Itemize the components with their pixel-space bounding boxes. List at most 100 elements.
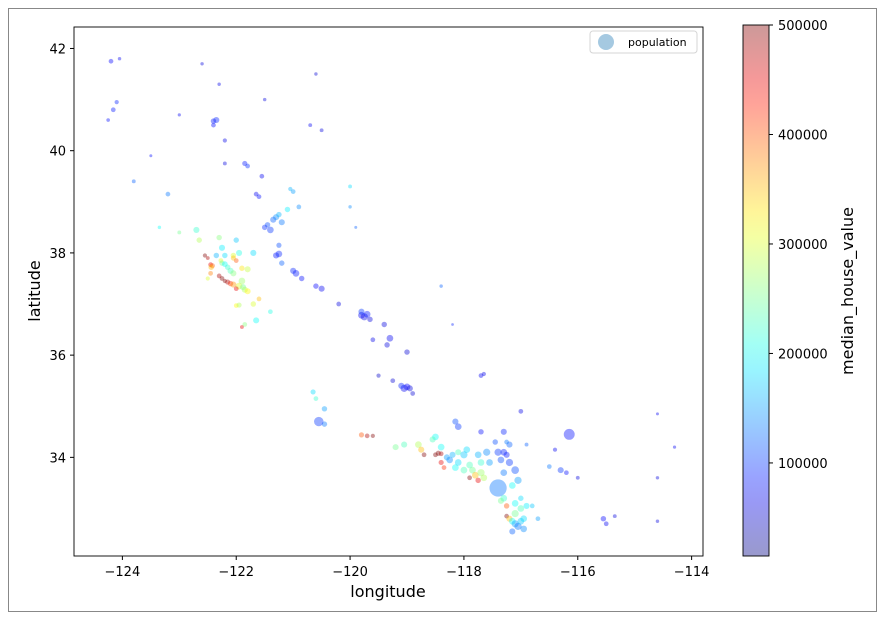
- data-point: [454, 459, 462, 466]
- data-point: [193, 226, 200, 233]
- data-point: [261, 224, 268, 231]
- data-point: [500, 448, 508, 456]
- data-point: [503, 503, 510, 509]
- data-point: [236, 249, 243, 256]
- x-tick-label: −116: [560, 565, 596, 580]
- data-point: [370, 433, 375, 439]
- data-point: [230, 255, 236, 261]
- data-point: [284, 206, 291, 213]
- data-point: [321, 406, 328, 412]
- colorbar-tick-label: 100000: [778, 457, 828, 472]
- data-point: [210, 118, 217, 124]
- data-point: [460, 451, 468, 459]
- y-tick-label: 34: [49, 451, 66, 466]
- data-point: [216, 234, 222, 241]
- data-point: [441, 465, 447, 470]
- data-point: [437, 443, 445, 451]
- data-point: [477, 459, 485, 466]
- data-point: [202, 253, 208, 258]
- data-point: [233, 286, 239, 292]
- data-point: [222, 138, 227, 143]
- data-point: [275, 250, 283, 258]
- data-point: [390, 378, 396, 384]
- data-point: [336, 301, 342, 307]
- data-point: [469, 466, 476, 474]
- data-point: [213, 252, 220, 259]
- data-point: [612, 514, 617, 519]
- colorbar-label: median_house_value: [838, 207, 858, 375]
- data-point: [276, 211, 282, 218]
- data-point: [401, 441, 408, 448]
- data-point: [514, 476, 522, 484]
- data-point: [486, 459, 493, 466]
- data-point: [250, 249, 257, 256]
- x-axis: −124 −122 −120 −118 −116 −114: [105, 556, 709, 580]
- data-point: [557, 467, 564, 474]
- data-point: [230, 270, 237, 277]
- data-point: [511, 520, 519, 528]
- data-point: [216, 273, 222, 279]
- data-point: [360, 313, 368, 321]
- data-point: [217, 82, 221, 86]
- data-point: [505, 458, 514, 467]
- data-point: [278, 219, 285, 226]
- x-tick-label: −122: [218, 565, 254, 580]
- data-point: [244, 266, 251, 273]
- data-point: [500, 428, 507, 435]
- figure-frame: [8, 8, 877, 612]
- data-point: [313, 283, 319, 289]
- data-point: [384, 342, 390, 348]
- data-point: [242, 160, 248, 167]
- data-point: [511, 509, 519, 518]
- data-point: [298, 275, 305, 282]
- x-tick-label: −120: [332, 565, 368, 580]
- data-point: [497, 456, 505, 464]
- data-point: [386, 334, 394, 342]
- data-point: [600, 515, 607, 522]
- data-point: [348, 184, 353, 189]
- data-point: [108, 58, 114, 64]
- data-point: [314, 72, 318, 76]
- data-point: [392, 444, 399, 451]
- data-point: [290, 267, 297, 274]
- data-point: [131, 179, 136, 184]
- plot-area: [73, 26, 704, 557]
- data-point: [492, 439, 498, 445]
- data-point: [381, 321, 387, 328]
- data-point: [292, 270, 300, 277]
- colorbar: 100000 200000 300000 400000 500000 median_ho…: [742, 19, 858, 557]
- data-point: [506, 441, 513, 448]
- data-point: [222, 278, 227, 284]
- data-point: [273, 252, 280, 259]
- data-point: [268, 309, 273, 315]
- data-point: [503, 451, 510, 458]
- data-point: [239, 265, 245, 271]
- data-point: [114, 100, 119, 105]
- data-point: [415, 441, 422, 448]
- data-point: [475, 477, 481, 484]
- data-point: [259, 173, 265, 179]
- data-point: [455, 449, 462, 456]
- data-point: [222, 252, 228, 259]
- data-point: [239, 325, 244, 329]
- data-point: [208, 264, 214, 270]
- data-point: [508, 517, 516, 525]
- data-point: [230, 252, 237, 259]
- data-point: [474, 451, 482, 459]
- data-point: [546, 464, 552, 469]
- data-point: [463, 446, 471, 454]
- colorbar-tick-label: 400000: [778, 128, 828, 143]
- data-point: [481, 371, 486, 377]
- data-point: [273, 214, 280, 221]
- data-point: [177, 113, 181, 117]
- data-point: [520, 525, 528, 533]
- data-point: [489, 479, 507, 497]
- legend-marker-icon: [598, 34, 614, 50]
- data-point: [655, 412, 659, 416]
- data-point: [478, 373, 484, 378]
- data-point: [370, 337, 376, 343]
- data-point: [432, 433, 439, 441]
- data-point: [509, 528, 516, 535]
- data-point: [451, 323, 454, 326]
- data-point: [244, 288, 251, 295]
